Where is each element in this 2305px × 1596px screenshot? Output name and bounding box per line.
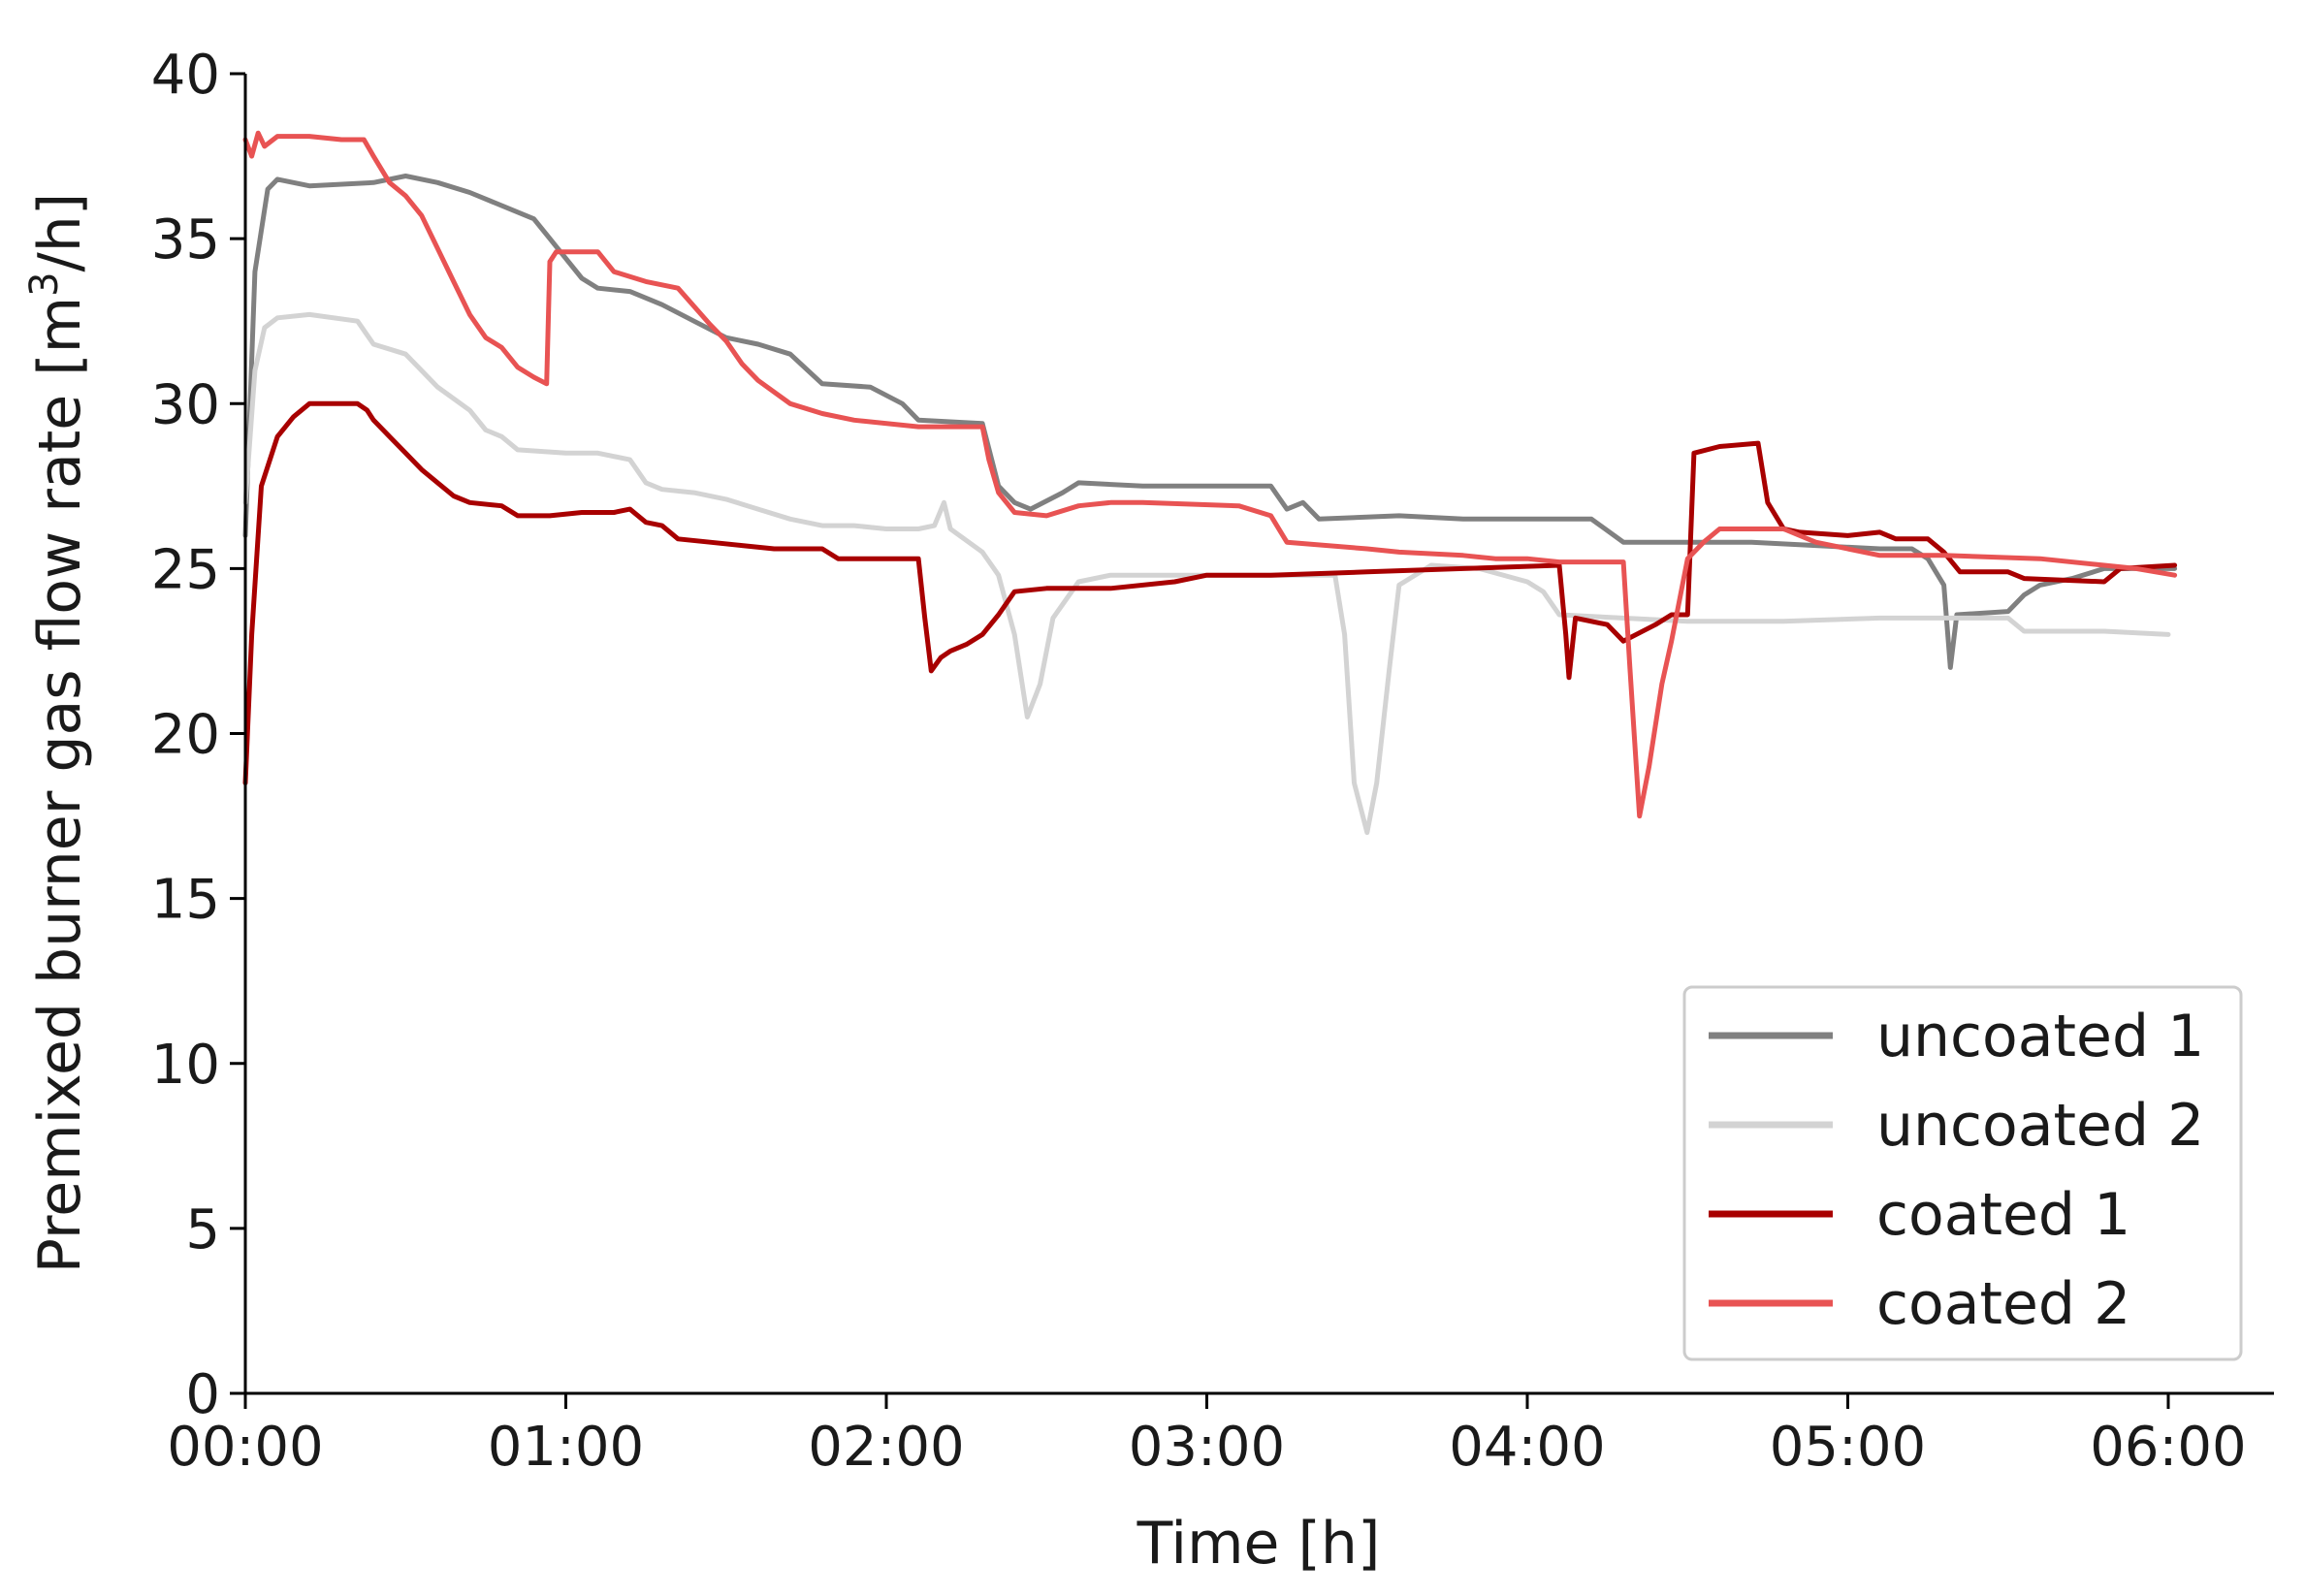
x-tick-label: 02:00 <box>808 1416 964 1479</box>
legend-label-4: coated 2 <box>1876 1270 2130 1338</box>
legend-label-3: coated 1 <box>1876 1181 2130 1249</box>
y-tick-label: 20 <box>151 704 220 767</box>
series-line-3 <box>242 400 2178 785</box>
x-axis-title: Time [h] <box>1136 1510 1381 1578</box>
x-tick-label: 00:00 <box>167 1416 323 1479</box>
y-tick-label: 30 <box>151 373 220 436</box>
y-axis-title-sup: 3 <box>22 271 67 296</box>
series-line-1 <box>242 174 2178 670</box>
legend: uncoated 1 uncoated 2 coated 1 coated 2 <box>1682 985 2243 1361</box>
x-ticks: 00:00 01:00 02:00 03:00 04:00 05:00 06:00 <box>167 1393 2247 1479</box>
series-layer <box>242 130 2178 836</box>
y-tick-label: 0 <box>185 1363 220 1426</box>
y-axis-title: Premixed burner gas flow rate [m3/h] <box>22 193 94 1273</box>
y-ticks: 0 5 10 15 20 25 30 35 40 <box>151 44 245 1426</box>
series-line-4 <box>242 130 2178 819</box>
series-line-2 <box>242 311 2171 836</box>
x-tick-label: 01:00 <box>488 1416 644 1479</box>
y-axis-title-main: Premixed burner gas flow rate [m <box>26 297 94 1273</box>
legend-box <box>1682 985 2243 1361</box>
y-axis-title-end: /h] <box>26 193 94 272</box>
y-tick-label: 40 <box>151 44 220 107</box>
y-tick-label: 15 <box>151 869 220 932</box>
y-tick-label: 10 <box>151 1034 220 1097</box>
y-tick-label: 25 <box>151 538 220 601</box>
y-tick-label: 5 <box>185 1198 220 1261</box>
x-tick-label: 04:00 <box>1449 1416 1605 1479</box>
x-tick-label: 06:00 <box>2090 1416 2246 1479</box>
legend-label-2: uncoated 2 <box>1876 1092 2204 1160</box>
x-tick-label: 03:00 <box>1129 1416 1285 1479</box>
legend-label-1: uncoated 1 <box>1876 1003 2204 1070</box>
x-tick-label: 05:00 <box>1770 1416 1926 1479</box>
y-tick-label: 35 <box>151 208 220 271</box>
